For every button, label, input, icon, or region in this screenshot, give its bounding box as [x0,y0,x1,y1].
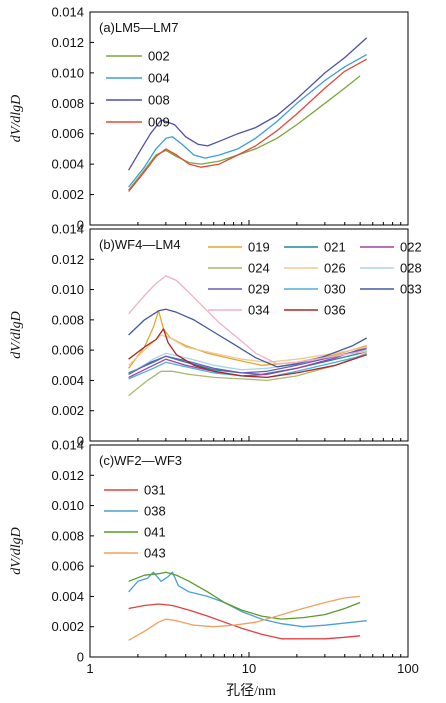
y-tick-label: 0.010 [51,65,84,80]
chart-panel-3: 0 0.002 0.004 0.006 0.008 0.010 0.012 0.014 1 10 1… [9,438,419,700]
legend-label-033: 033 [400,282,422,297]
series-line-043 [128,595,361,641]
panel-title: (c)WF2—WF3 [99,453,182,468]
series-line-029 [128,347,367,375]
series-line-036 [128,328,367,379]
legend-label-002: 002 [148,49,170,64]
panel-title: (b)WF4—LM4 [99,237,181,252]
legend-label-030: 030 [324,282,346,297]
series-line-009 [128,58,368,192]
series-line-028 [128,349,367,375]
y-tick-label: 0.012 [51,35,84,50]
y-tick-label: 0.008 [51,528,84,543]
y-axis-title: dV/dlgD [9,527,24,574]
series-line-041 [128,571,361,620]
legend-label-043: 043 [144,546,166,561]
y-tick-label: 0.004 [51,373,84,388]
chart-panel-1: 0 0.002 0.004 0.006 0.008 0.010 0.012 0.014 dV/d… [9,5,409,233]
legend: 002 004 008 009 [106,49,170,130]
x-axis-title: 孔径/nm [226,683,276,699]
y-tick-label: 0.002 [51,187,84,202]
legend-label-019: 019 [248,240,270,255]
y-tick-label: 0 [77,434,84,449]
panel-title: (a)LM5—LM7 [99,20,178,35]
series-line-008 [128,37,368,171]
series-line-031 [128,603,361,640]
legend-label-024: 024 [248,261,270,276]
x-tick-label: 100 [397,661,419,676]
y-tick-label: 0.004 [51,157,84,172]
y-tick-label: 0.014 [51,222,84,237]
y-tick-label: 0.008 [51,96,84,111]
legend-label-022: 022 [400,240,422,255]
series-line-024 [128,352,367,397]
y-tick-label: 0.014 [51,438,84,453]
series-line-033 [128,308,368,368]
y-tick-label: 0.006 [51,343,84,358]
legend-label-009: 009 [148,115,170,130]
plot-frame [89,444,409,658]
y-tick-label: 0.006 [51,559,84,574]
y-tick-label: 0.008 [51,312,84,327]
legend-label-008: 008 [148,93,170,108]
y-tick-label: 0.004 [51,589,84,604]
legend-label-041: 041 [144,525,166,540]
legend-label-029: 029 [248,282,270,297]
series-line-038 [128,571,367,628]
y-tick-label: 0 [77,218,84,233]
y-tick-label: 0.014 [51,5,84,20]
legend-label-038: 038 [144,504,166,519]
y-tick-label: 0 [77,650,84,665]
y-tick-label: 0.012 [51,252,84,267]
series-line-004 [128,54,368,188]
legend-label-028: 028 [400,261,422,276]
legend-label-026: 026 [324,261,346,276]
series-line-034 [128,275,367,365]
legend-label-004: 004 [148,71,170,86]
legend: 019 021 022 024 026 028 029 030 033 034 036 [208,240,422,318]
x-tick-label: 10 [242,661,256,676]
chart-panel-2: 0 0.002 0.004 0.006 0.008 0.010 0.012 0.014 dV/d… [9,222,422,449]
y-tick-label: 0.002 [51,619,84,634]
y-tick-label: 0.002 [51,403,84,418]
y-tick-label: 0.010 [51,282,84,297]
y-tick-label: 0.010 [51,498,84,513]
y-axis-title: dV/dlgD [9,95,24,142]
legend-label-021: 021 [324,240,346,255]
y-tick-label: 0.012 [51,468,84,483]
y-tick-label: 0.006 [51,126,84,141]
x-tick-label: 1 [86,661,93,676]
series-line-030 [128,354,367,380]
legend-label-031: 031 [144,483,166,498]
y-axis-title: dV/dlgD [9,311,24,358]
legend-label-036: 036 [324,303,346,318]
legend-label-034: 034 [248,303,270,318]
legend: 031 038 041 043 [104,483,166,561]
